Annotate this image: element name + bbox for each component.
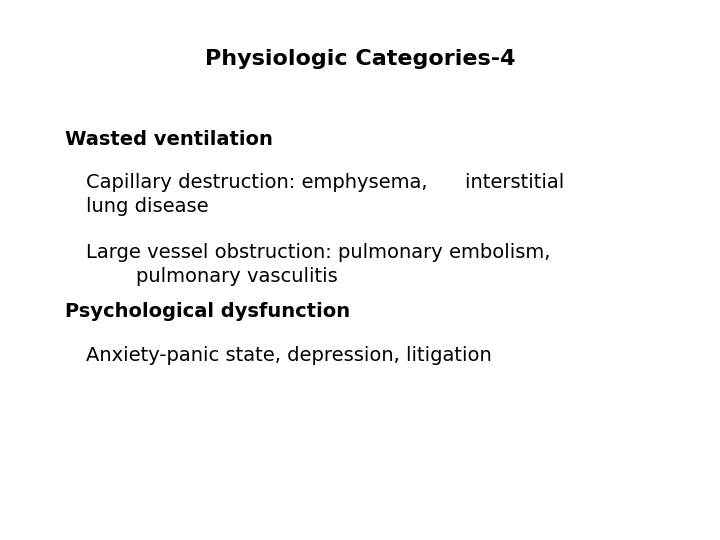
Text: Psychological dysfunction: Psychological dysfunction bbox=[65, 302, 350, 321]
Text: Large vessel obstruction: pulmonary embolism,
        pulmonary vasculitis: Large vessel obstruction: pulmonary embo… bbox=[86, 243, 551, 286]
Text: Anxiety-panic state, depression, litigation: Anxiety-panic state, depression, litigat… bbox=[86, 346, 492, 365]
Text: Physiologic Categories-4: Physiologic Categories-4 bbox=[204, 49, 516, 69]
Text: Wasted ventilation: Wasted ventilation bbox=[65, 130, 273, 148]
Text: Capillary destruction: emphysema,      interstitial
lung disease: Capillary destruction: emphysema, inters… bbox=[86, 173, 564, 216]
